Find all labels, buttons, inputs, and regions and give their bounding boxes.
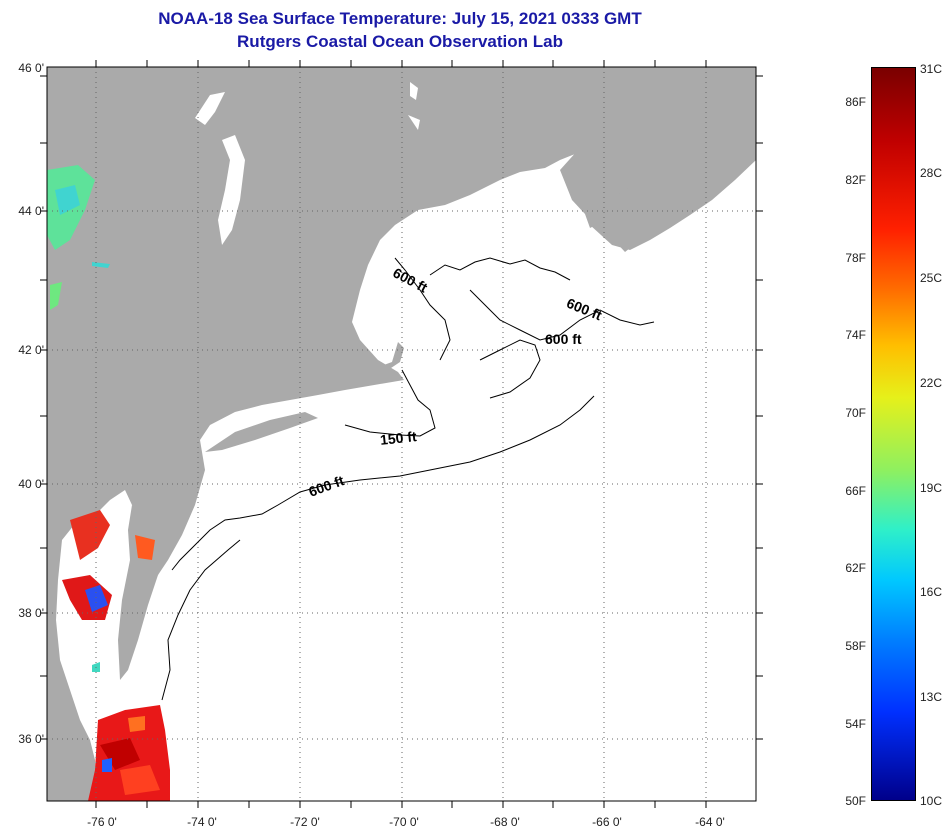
colorbar-f-label: 62F bbox=[845, 561, 866, 575]
colorbar-f-label: 66F bbox=[845, 484, 866, 498]
lon-label: -76 0' bbox=[87, 815, 117, 829]
nova-scotia bbox=[590, 118, 756, 250]
lon-label: -70 0' bbox=[389, 815, 419, 829]
colorbar-f-label: 82F bbox=[845, 173, 866, 187]
colorbar-f-label: 74F bbox=[845, 328, 866, 342]
lat-label: 42 0' bbox=[18, 343, 44, 357]
colorbar-c-label: 31C bbox=[920, 62, 943, 76]
map-subtitle: Rutgers Coastal Ocean Observation Lab bbox=[237, 32, 563, 51]
colorbar-c-label: 19C bbox=[920, 481, 943, 495]
lon-label: -66 0' bbox=[592, 815, 622, 829]
long-island bbox=[205, 412, 318, 452]
colorbar-c-label: 28C bbox=[920, 166, 943, 180]
map-title: NOAA-18 Sea Surface Temperature: July 15… bbox=[158, 9, 642, 28]
colorbar-f-label: 54F bbox=[845, 717, 866, 731]
cape-cod bbox=[360, 342, 404, 380]
temperature-colorbar bbox=[871, 67, 916, 801]
colorbar-f-label: 58F bbox=[845, 639, 866, 653]
colorbar-f-label: 78F bbox=[845, 251, 866, 265]
contour-label: 600 ft bbox=[545, 331, 582, 347]
lon-label: -68 0' bbox=[490, 815, 520, 829]
colorbar-c-label: 25C bbox=[920, 271, 943, 285]
colorbar-f-label: 70F bbox=[845, 406, 866, 420]
colorbar-f-label: 86F bbox=[845, 95, 866, 109]
lon-label: -64 0' bbox=[695, 815, 725, 829]
colorbar-c-label: 16C bbox=[920, 585, 943, 599]
colorbar-c-label: 22C bbox=[920, 376, 943, 390]
land-clouds bbox=[195, 82, 420, 245]
lat-label: 36 0' bbox=[18, 732, 44, 746]
graticule bbox=[47, 67, 756, 801]
colorbar-f-label: 50F bbox=[845, 794, 866, 808]
lon-label: -74 0' bbox=[187, 815, 217, 829]
lon-label: -72 0' bbox=[290, 815, 320, 829]
colorbar-c-label: 13C bbox=[920, 690, 943, 704]
colorbar-c-label: 10C bbox=[920, 794, 943, 808]
land-mass bbox=[47, 67, 756, 801]
lat-label: 46 0' bbox=[18, 61, 44, 75]
lat-label: 38 0' bbox=[18, 606, 44, 620]
lat-label: 40 0' bbox=[18, 477, 44, 491]
lat-label: 44 0' bbox=[18, 204, 44, 218]
axis-ticks bbox=[40, 60, 763, 808]
bathymetry-contours bbox=[161, 257, 655, 701]
sst-patches bbox=[47, 165, 170, 801]
